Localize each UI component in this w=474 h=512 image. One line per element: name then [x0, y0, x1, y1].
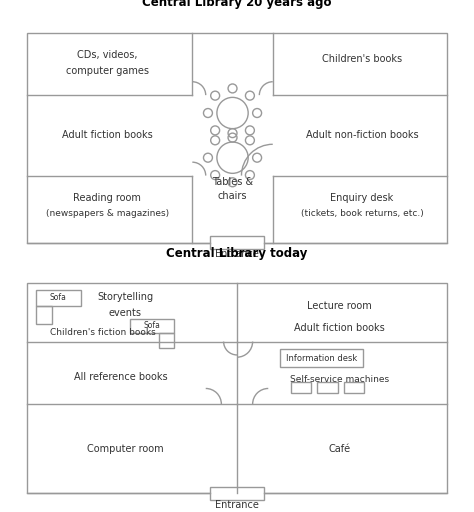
- Bar: [27, 284, 447, 494]
- Bar: [36, 290, 81, 306]
- Title: Central Library today: Central Library today: [166, 247, 308, 260]
- Text: chairs: chairs: [218, 190, 247, 201]
- Bar: [291, 382, 311, 393]
- Text: Café: Café: [328, 444, 351, 454]
- Bar: [159, 333, 174, 348]
- Text: Sofa: Sofa: [50, 293, 67, 303]
- Text: Self-service machines: Self-service machines: [290, 375, 389, 384]
- Text: Adult fiction books: Adult fiction books: [62, 131, 153, 140]
- Text: Information desk: Information desk: [286, 354, 357, 363]
- Text: Entrance: Entrance: [215, 500, 259, 509]
- Bar: [27, 33, 447, 243]
- Text: Entrance: Entrance: [215, 249, 259, 259]
- Text: events: events: [109, 308, 142, 317]
- Bar: [210, 236, 264, 249]
- Text: Adult non-fiction books: Adult non-fiction books: [306, 131, 419, 140]
- Text: CDs, videos,: CDs, videos,: [77, 50, 137, 60]
- Text: Reading room: Reading room: [73, 193, 141, 203]
- Text: Computer room: Computer room: [87, 444, 164, 454]
- Text: (tickets, book returns, etc.): (tickets, book returns, etc.): [301, 209, 423, 218]
- Text: Enquiry desk: Enquiry desk: [330, 193, 394, 203]
- Bar: [130, 319, 174, 333]
- Bar: [36, 306, 52, 324]
- Text: Tables &: Tables &: [212, 177, 253, 187]
- Text: Storytelling: Storytelling: [97, 292, 154, 302]
- Text: All reference books: All reference books: [74, 372, 168, 382]
- Text: Adult fiction books: Adult fiction books: [294, 323, 385, 333]
- Bar: [344, 382, 365, 393]
- Text: (newspapers & magazines): (newspapers & magazines): [46, 209, 169, 218]
- Text: Lecture room: Lecture room: [308, 301, 372, 311]
- Bar: [318, 382, 337, 393]
- Bar: [210, 487, 264, 500]
- Text: computer games: computer games: [66, 66, 149, 76]
- Text: Children's books: Children's books: [322, 54, 402, 65]
- Text: Children's fiction books: Children's fiction books: [50, 328, 156, 337]
- Title: Central Library 20 years ago: Central Library 20 years ago: [142, 0, 332, 9]
- Text: Sofa: Sofa: [144, 322, 161, 330]
